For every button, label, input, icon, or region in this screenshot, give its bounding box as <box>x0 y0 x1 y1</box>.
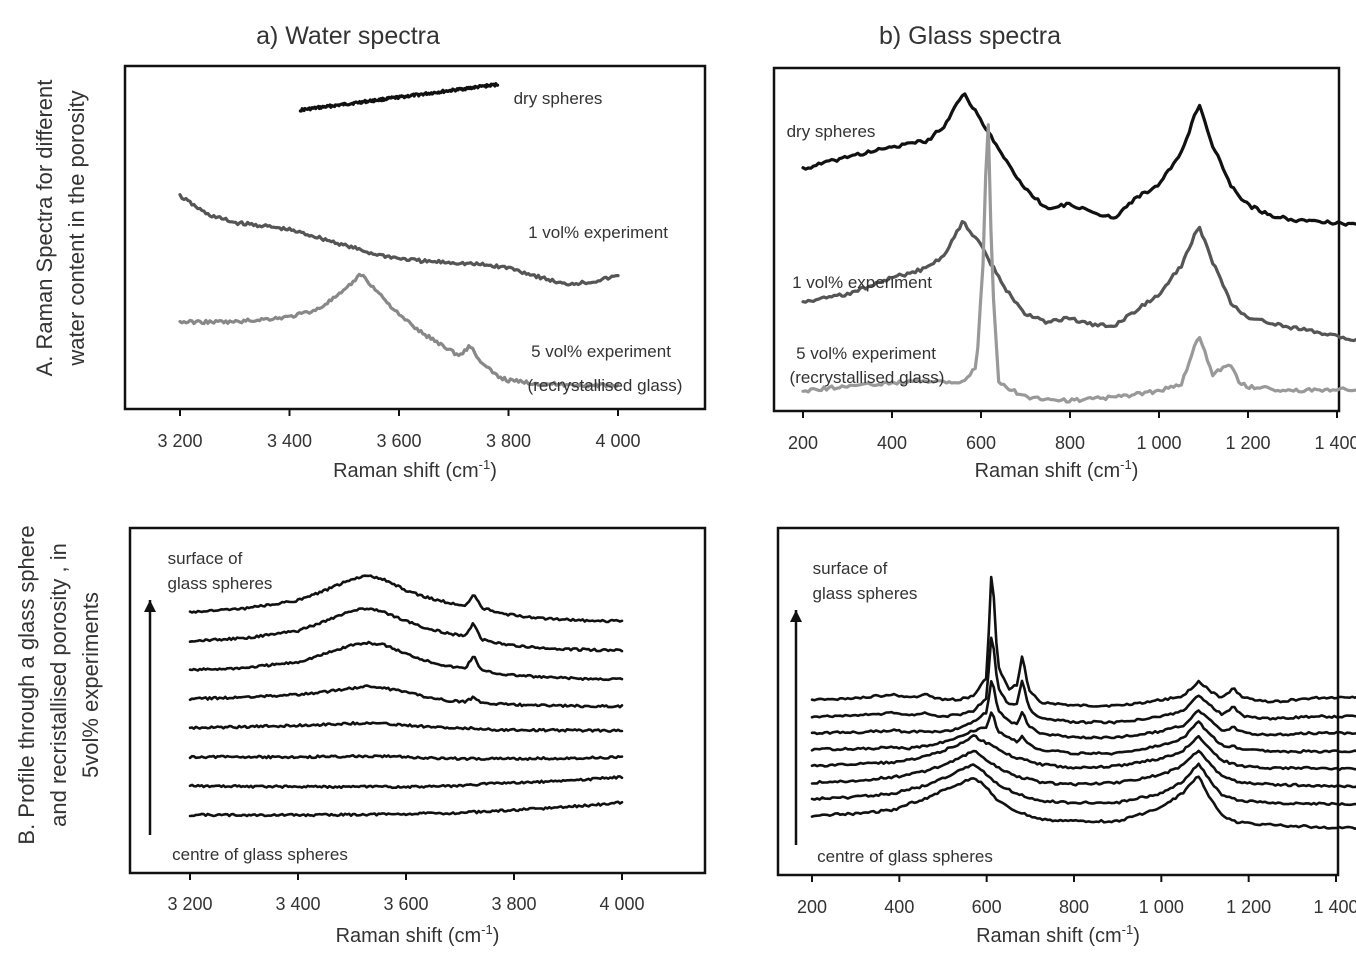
depth-arrow-head <box>790 610 802 622</box>
x-tick-label: 1 200 <box>1225 433 1270 453</box>
x-tick-label: 3 400 <box>267 431 312 451</box>
x-tick-label: 3 400 <box>275 894 320 914</box>
x-tick-label: 800 <box>1059 897 1089 917</box>
series-line-dry-spheres <box>298 82 500 113</box>
x-tick-label: 1 400 <box>1314 433 1356 453</box>
x-tick-label: 600 <box>972 897 1002 917</box>
x-tick-label: 4 000 <box>595 431 640 451</box>
plot-frame <box>772 66 1341 413</box>
annotation-label: (recrystallised glass) <box>790 368 945 387</box>
series-line-5vol-experiment <box>178 272 620 389</box>
column-title-glass: b) Glass spectra <box>879 22 1061 50</box>
profile-spectrum-5 <box>188 720 624 733</box>
panel-water-profile: 3 200 3 400 3 600 3 800 4 000 Raman shift (cm… <box>128 526 707 947</box>
profile-spectrum-7 <box>188 775 624 790</box>
x-tick-label: 4 000 <box>599 894 644 914</box>
row-label-b: B. Profile through a glass sphere and re… <box>14 525 103 844</box>
annotation-label: 5 vol% experiment <box>796 344 936 363</box>
x-tick-label: 800 <box>1055 433 1085 453</box>
row-label-a-line1: A. Raman Spectra for different <box>32 80 57 377</box>
profile-spectrum-4 <box>810 711 1356 756</box>
x-tick-label: 600 <box>966 433 996 453</box>
annotation-label: dry spheres <box>787 122 876 141</box>
row-label-a-line2: water content in the porosity <box>64 90 89 366</box>
row-label-b-line1: B. Profile through a glass sphere <box>14 525 39 844</box>
x-tick-label: 400 <box>884 897 914 917</box>
panel-glass-spectra: 200 400 600 800 1 000 1 200 1 400 Raman shift (… <box>772 66 1356 482</box>
row-label-b-line3: 5vol% experiments <box>78 592 103 778</box>
panel-glass-profile: 200 400 600 800 1 000 1 200 1 400 Raman shift (… <box>776 526 1356 947</box>
profile-spectrum-6 <box>810 749 1356 789</box>
x-tick-label: 3 800 <box>486 431 531 451</box>
profile-spectrum-1 <box>810 575 1356 708</box>
annotation-label: surface of <box>168 549 243 568</box>
x-tick-label: 3 200 <box>157 431 202 451</box>
plot-frame <box>123 64 707 411</box>
x-tick-label: 1 000 <box>1136 433 1181 453</box>
annotation-label: glass spheres <box>168 574 273 593</box>
x-axis-label: Raman shift (cm-1) <box>976 922 1140 947</box>
annotation-label: surface of <box>813 559 888 578</box>
x-tick-label: 3 600 <box>376 431 421 451</box>
plot-frame <box>776 526 1340 877</box>
x-tick-label: 1 000 <box>1139 897 1184 917</box>
annotation-label: 1 vol% experiment <box>792 273 932 292</box>
x-tick-label: 3 600 <box>383 894 428 914</box>
depth-arrow-head <box>144 600 156 612</box>
profile-spectrum-3 <box>810 680 1356 740</box>
column-title-water: a) Water spectra <box>256 22 440 50</box>
x-tick-label: 3 800 <box>491 894 536 914</box>
x-axis-label: Raman shift (cm-1) <box>975 457 1139 482</box>
x-tick-label: 1 200 <box>1226 897 1271 917</box>
series-line-dry-spheres <box>801 92 1356 227</box>
x-tick-label: 200 <box>788 433 818 453</box>
annotation-label: centre of glass spheres <box>817 847 993 866</box>
panel-water-spectra: 3 200 3 400 3 600 3 800 4 000 Raman shift (cm… <box>123 64 707 482</box>
profile-spectrum-5 <box>810 734 1356 772</box>
annotation-label: centre of glass spheres <box>172 845 348 864</box>
profile-spectrum-3 <box>188 640 624 682</box>
profile-spectrum-4 <box>188 684 624 709</box>
profile-spectrum-7 <box>810 762 1356 807</box>
profile-spectrum-2 <box>810 636 1356 725</box>
x-axis-label: Raman shift (cm-1) <box>333 457 497 482</box>
x-tick-label: 3 200 <box>167 894 212 914</box>
profile-spectrum-1 <box>188 574 624 624</box>
row-label-a: A. Raman Spectra for different water con… <box>32 80 89 377</box>
x-tick-label: 1 400 <box>1313 897 1356 917</box>
annotation-label: dry spheres <box>514 89 603 108</box>
series-line-5vol-experiment <box>801 123 1356 404</box>
x-tick-label: 400 <box>877 433 907 453</box>
series-line-1vol-experiment <box>178 193 620 287</box>
profile-spectrum-8 <box>810 775 1356 830</box>
profile-spectrum-8 <box>188 800 624 818</box>
plot-frame <box>128 526 707 875</box>
x-axis-label: Raman shift (cm-1) <box>336 922 500 947</box>
row-label-b-line2: and recristallised porosity , in <box>46 543 71 827</box>
annotation-label: (recrystallised glass) <box>528 376 683 395</box>
annotation-label: 1 vol% experiment <box>528 223 668 242</box>
x-tick-label: 200 <box>797 897 827 917</box>
profile-spectrum-2 <box>188 607 624 653</box>
series-line-1vol-experiment <box>801 220 1356 343</box>
annotation-label: 5 vol% experiment <box>531 342 671 361</box>
annotation-label: glass spheres <box>813 584 918 603</box>
profile-spectrum-6 <box>188 754 624 761</box>
